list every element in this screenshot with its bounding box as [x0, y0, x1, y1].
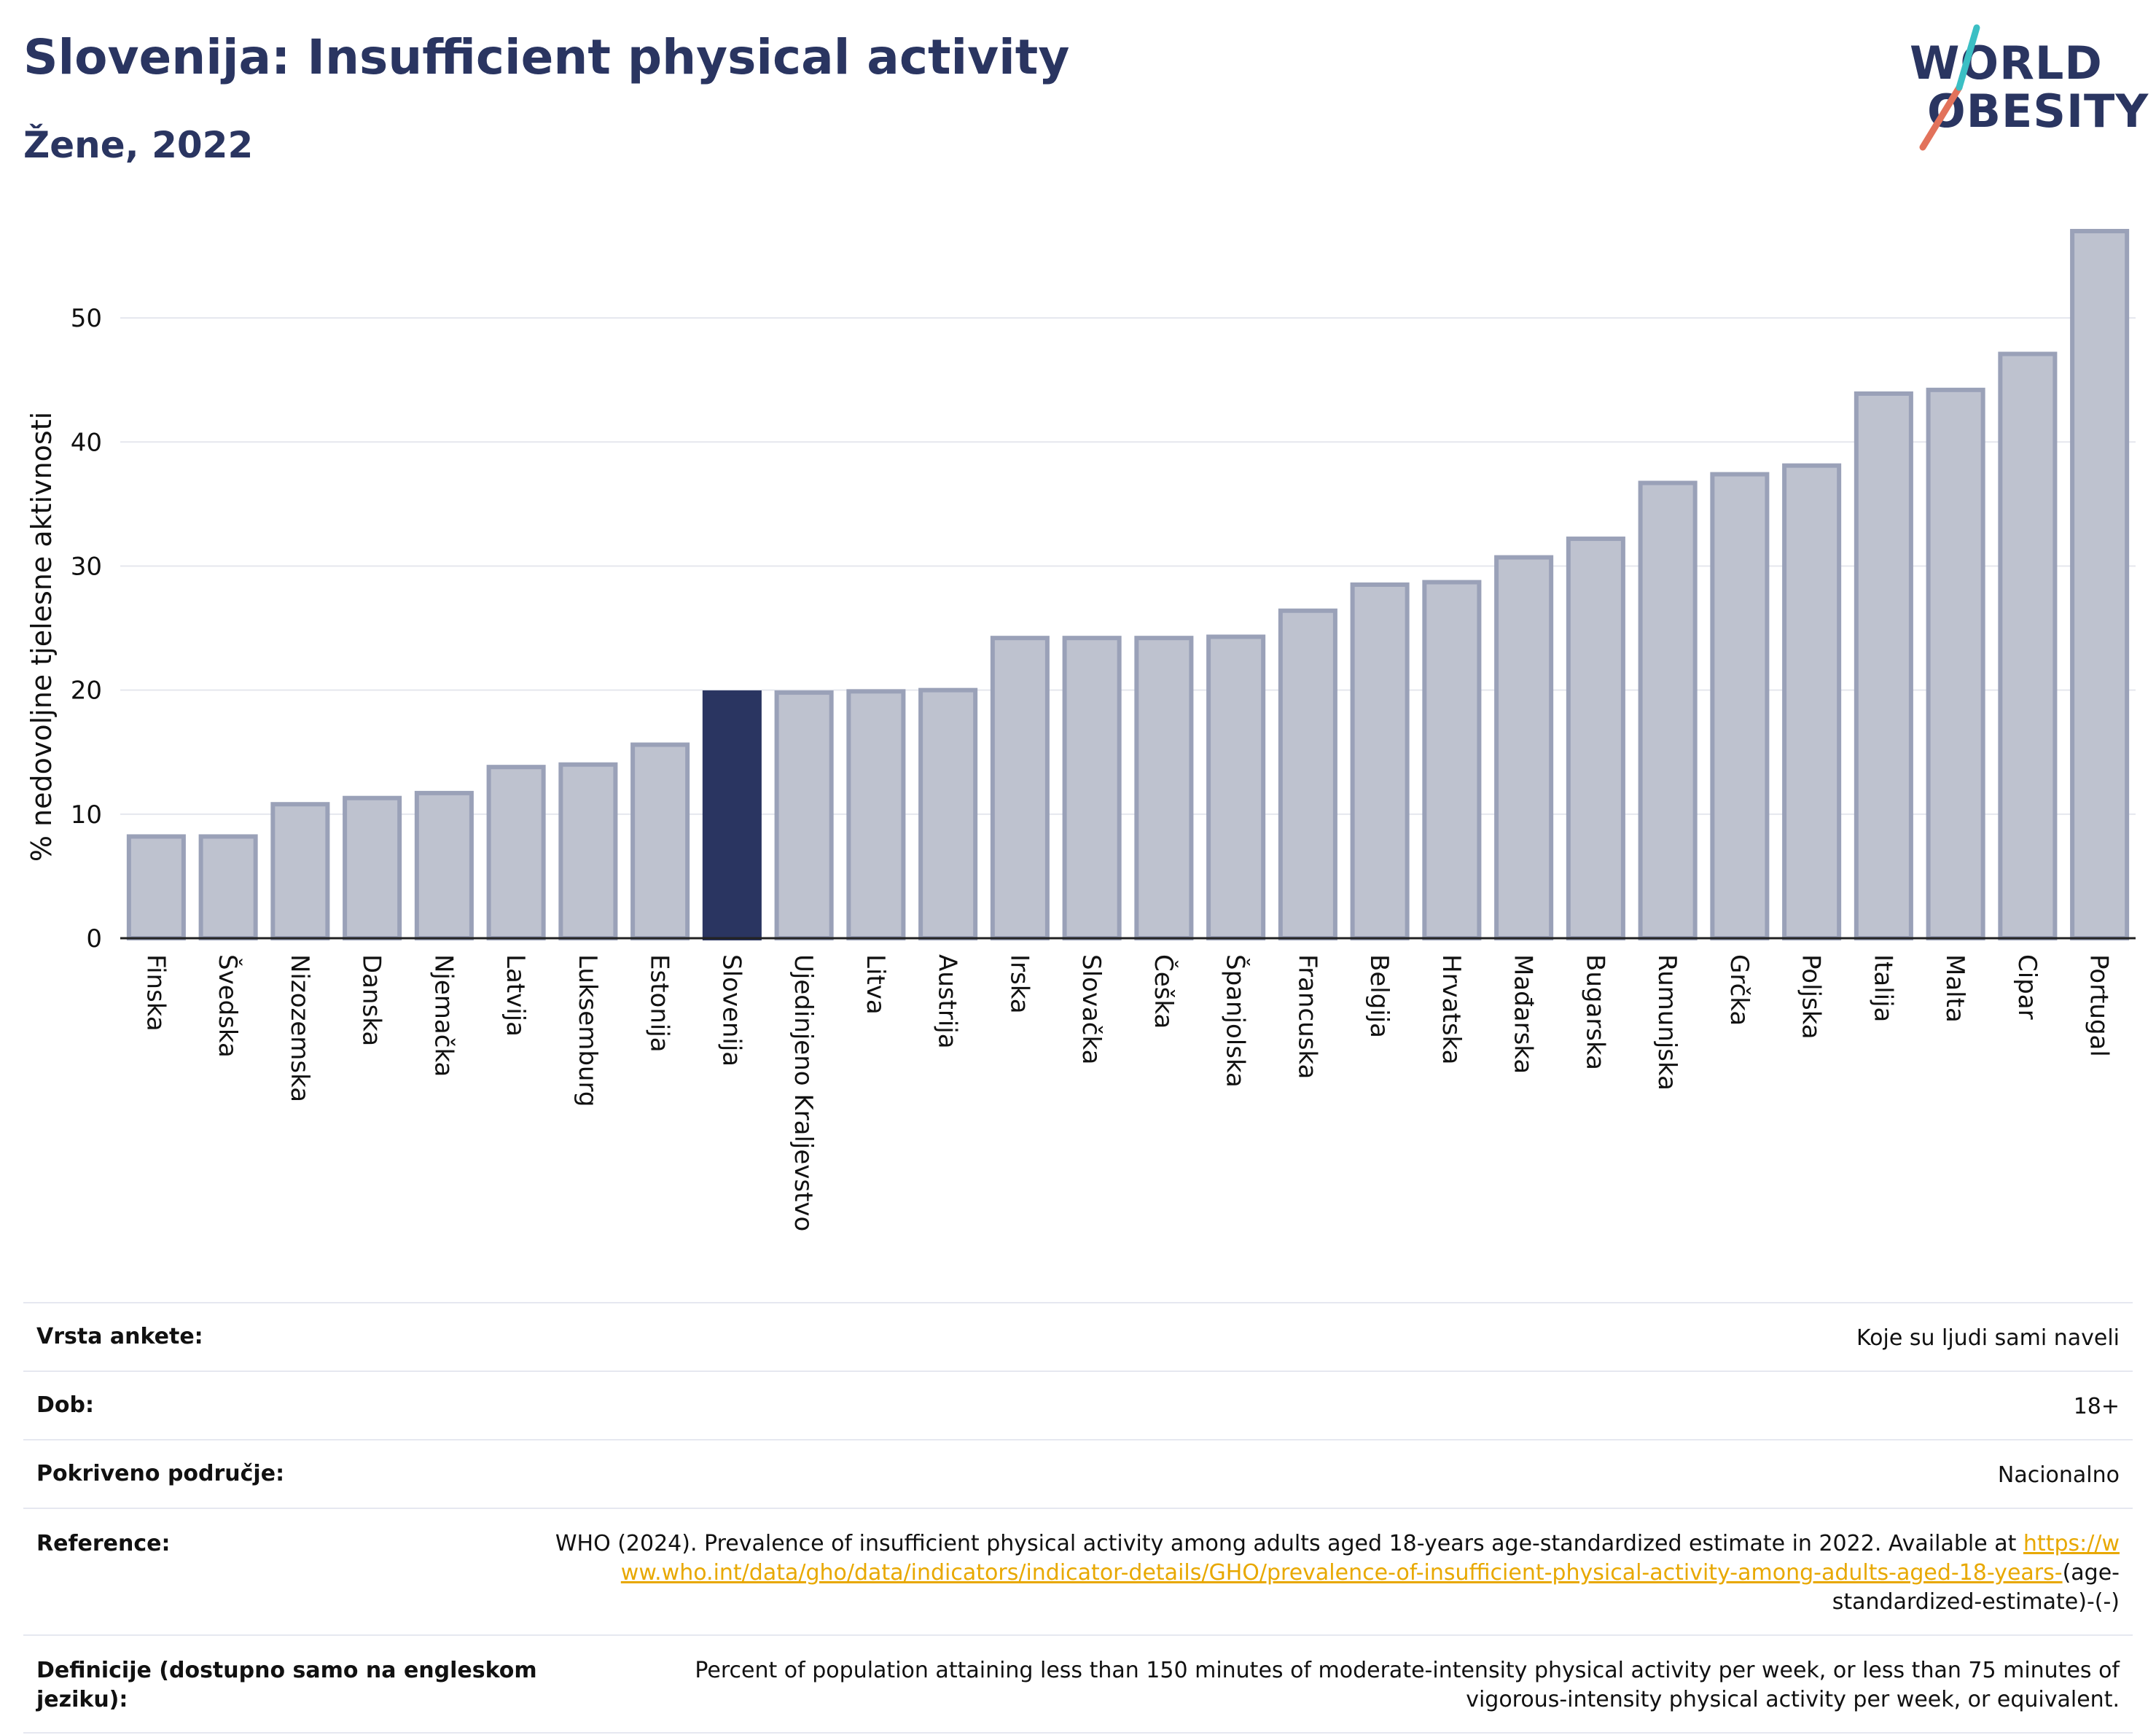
bar	[1350, 582, 1410, 940]
definition-row: Definicije (dostupno samo na engleskom j…	[23, 1634, 2133, 1732]
x-tick-label: Francuska	[1292, 954, 1321, 1079]
y-tick-label: 20	[71, 677, 102, 706]
age-value: 18+	[2073, 1394, 2120, 1419]
reference-suffix: (age-standardized-estimate)-(-)	[1832, 1560, 2120, 1615]
table-bottom-border	[23, 1732, 2133, 1734]
bar-chart: 0 10 20 30 40 50 % nedovoljne tjelesne aktivno…	[26, 229, 2136, 1231]
y-tick-label: 50	[71, 304, 102, 333]
bar	[558, 762, 618, 941]
x-tick-label: Finska	[141, 954, 170, 1032]
bar	[270, 802, 330, 940]
reference-row: Reference: WHO (2024). Prevalence of ins…	[23, 1508, 2133, 1634]
x-tick-label: Cipar	[2012, 954, 2042, 1020]
logo-slash-icon	[1919, 24, 1980, 151]
y-tick-label: 0	[86, 924, 102, 954]
x-tick-label: Bugarska	[1580, 954, 1609, 1070]
bar	[1566, 537, 1625, 940]
x-tick-label: Češka	[1149, 954, 1179, 1029]
x-tick-label: Austrija	[933, 954, 962, 1049]
survey-type-value: Koje su ljudi sami naveli	[1856, 1325, 2120, 1351]
bar	[846, 689, 906, 940]
bar	[1062, 636, 1122, 940]
bar	[198, 834, 258, 940]
x-tick-label: Mađarska	[1509, 954, 1538, 1074]
x-tick-label: Slovenija	[716, 954, 746, 1067]
bar	[1134, 636, 1194, 940]
reference-value: WHO (2024). Prevalence of insufficient p…	[552, 1529, 2120, 1617]
bar	[126, 834, 186, 940]
x-tick-label: Litva	[861, 954, 890, 1015]
x-tick-label: Luksemburg	[573, 954, 602, 1107]
world-obesity-logo: WORLD OBESITY	[1895, 22, 2148, 153]
bar	[702, 690, 762, 940]
x-tick-label: Nizozemska	[285, 954, 314, 1102]
x-tick-label: Ujedinjeno Kraljevstvo	[789, 954, 818, 1231]
x-tick-label: Estonija	[645, 954, 674, 1053]
age-label: Dob:	[36, 1392, 94, 1418]
bar	[1782, 463, 1842, 940]
y-tick-label: 40	[71, 428, 102, 457]
bar	[1854, 391, 1913, 940]
coverage-label: Pokriveno područje:	[36, 1461, 285, 1486]
x-tick-label: Danska	[357, 954, 386, 1046]
bar	[1710, 472, 1770, 940]
x-tick-label: Italija	[1868, 954, 1897, 1022]
bar	[918, 687, 978, 940]
x-tick-label: Irska	[1004, 954, 1034, 1014]
x-tick-label: Slovačka	[1077, 954, 1106, 1064]
definition-label: Definicije (dostupno samo na engleskom j…	[36, 1658, 537, 1712]
logo-text-obesity: OBESITY	[1927, 85, 2149, 138]
y-tick-label: 10	[71, 800, 102, 830]
reference-label: Reference:	[36, 1531, 171, 1556]
x-tick-label: Latvija	[501, 954, 530, 1037]
bar	[1494, 555, 1554, 940]
x-tick-label: Belgija	[1364, 954, 1394, 1038]
chart-subtitle: Žene, 2022	[23, 124, 254, 166]
reference-link[interactable]: https://www.who.int/data/gho/data/indica…	[620, 1531, 2120, 1586]
logo-text-world: WORLD	[1910, 36, 2103, 90]
bar	[774, 690, 834, 940]
bar	[1638, 480, 1698, 940]
bar	[1926, 387, 1985, 940]
bar	[1998, 351, 2058, 941]
bar	[1422, 580, 1482, 940]
reference-text: WHO (2024). Prevalence of insufficient p…	[555, 1531, 2017, 1556]
x-tick-label: Švedska	[213, 954, 243, 1058]
x-tick-label: Poljska	[1797, 954, 1826, 1040]
x-tick-label: Malta	[1940, 954, 1969, 1023]
x-tick-label: Njemačka	[429, 954, 458, 1077]
x-tick-label: Portugal	[2085, 954, 2114, 1057]
x-tick-label: Španjolska	[1221, 954, 1251, 1088]
age-row: Dob: 18+	[23, 1371, 2133, 1439]
y-axis-label: % nedovoljne tjelesne aktivnosti	[26, 412, 58, 862]
x-tick-label: Rumunjska	[1652, 954, 1682, 1091]
bar	[486, 765, 546, 941]
bar	[2070, 229, 2130, 941]
coverage-row: Pokriveno područje: Nacionalno	[23, 1439, 2133, 1508]
definition-value: Percent of population attaining less tha…	[695, 1658, 2120, 1712]
bar	[1278, 608, 1337, 940]
bar	[343, 795, 402, 941]
bar	[630, 742, 690, 940]
y-tick-label: 30	[71, 552, 102, 581]
chart-title: Slovenija: Insufficient physical activit…	[23, 29, 1070, 85]
metadata-table: Vrsta ankete: Koje su ljudi sami naveli …	[23, 1302, 2133, 1734]
bar	[990, 636, 1050, 940]
bar	[414, 790, 474, 941]
bar	[1206, 634, 1266, 940]
x-tick-label: Grčka	[1725, 954, 1754, 1026]
survey-type-row: Vrsta ankete: Koje su ljudi sami naveli	[23, 1302, 2133, 1371]
x-tick-label: Hrvatska	[1437, 954, 1466, 1064]
survey-type-label: Vrsta ankete:	[36, 1324, 203, 1349]
coverage-value: Nacionalno	[1997, 1462, 2120, 1488]
